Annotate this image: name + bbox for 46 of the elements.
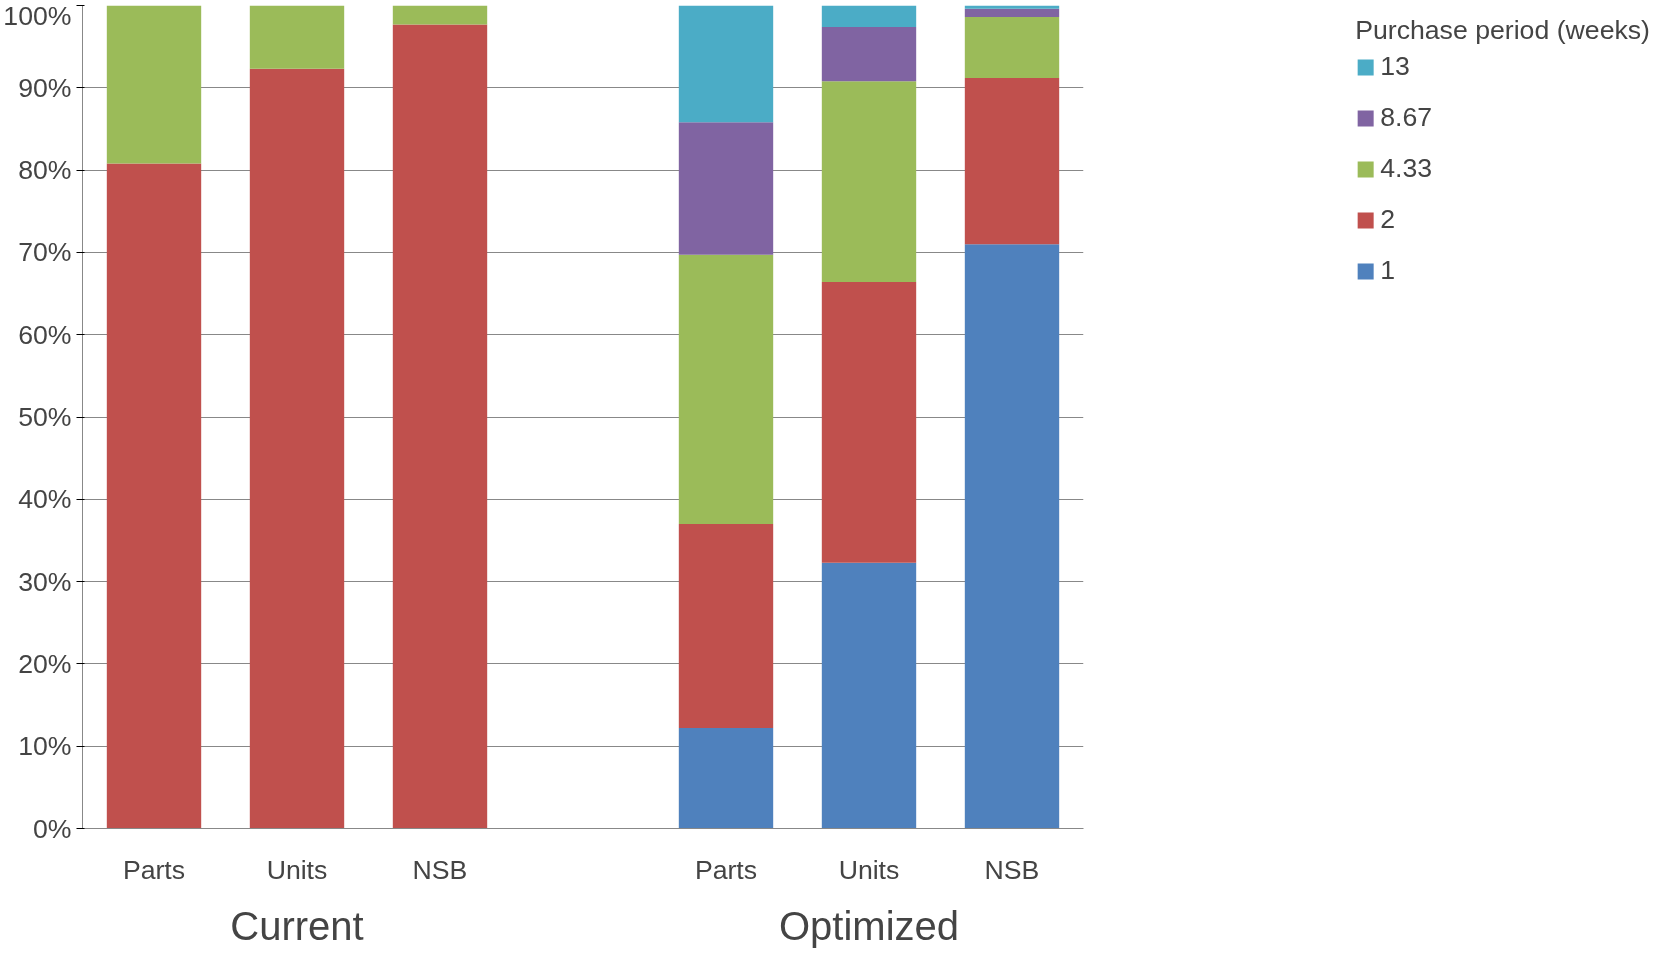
bar [964, 244, 1060, 829]
y-tick-label: 30% [18, 566, 72, 597]
bar [821, 26, 917, 82]
bar [678, 523, 774, 729]
y-tick-label: 90% [18, 72, 72, 103]
x-tick-label: Parts [122, 854, 186, 885]
y-tick-label: 100% [3, 0, 72, 31]
bar [678, 728, 774, 829]
bar [106, 163, 202, 829]
bar [392, 24, 488, 829]
bar [392, 5, 488, 25]
bar [678, 5, 774, 123]
text: Optimized [778, 903, 960, 948]
bar [821, 562, 917, 829]
bar [821, 282, 917, 563]
y-tick-label: 70% [18, 237, 72, 268]
bar [249, 68, 345, 829]
x-tick-label: NSB [984, 854, 1040, 885]
y-tick-label: 40% [18, 484, 72, 515]
x-tick-label: Units [266, 854, 328, 885]
legend-label: 4.33 [1380, 153, 1433, 184]
legend-title: Purchase period (weeks) [1355, 15, 1650, 46]
y-tick-label: 10% [18, 731, 72, 762]
y-tick-label: 60% [18, 319, 72, 350]
text: Current [230, 903, 364, 948]
y-tick-label: 80% [18, 155, 72, 186]
x-tick-label: Units [838, 854, 900, 885]
bar [678, 122, 774, 255]
legend-label: 1 [1380, 255, 1396, 286]
x-tick-label: NSB [412, 854, 468, 885]
bar [821, 5, 917, 27]
legend-label: 13 [1380, 51, 1410, 82]
bar [106, 5, 202, 164]
bar [964, 77, 1060, 245]
legend-label: 8.67 [1380, 102, 1433, 133]
y-tick-label: 0% [32, 813, 72, 844]
bar [821, 81, 917, 283]
bar [249, 5, 345, 69]
bar [964, 17, 1060, 78]
y-tick-label: 50% [18, 402, 72, 432]
bar [964, 8, 1060, 18]
legend-label: 2 [1380, 204, 1396, 235]
bar [678, 254, 774, 524]
y-tick-label: 20% [18, 648, 72, 679]
bar [964, 5, 1060, 9]
x-tick-label: Parts [694, 854, 758, 885]
